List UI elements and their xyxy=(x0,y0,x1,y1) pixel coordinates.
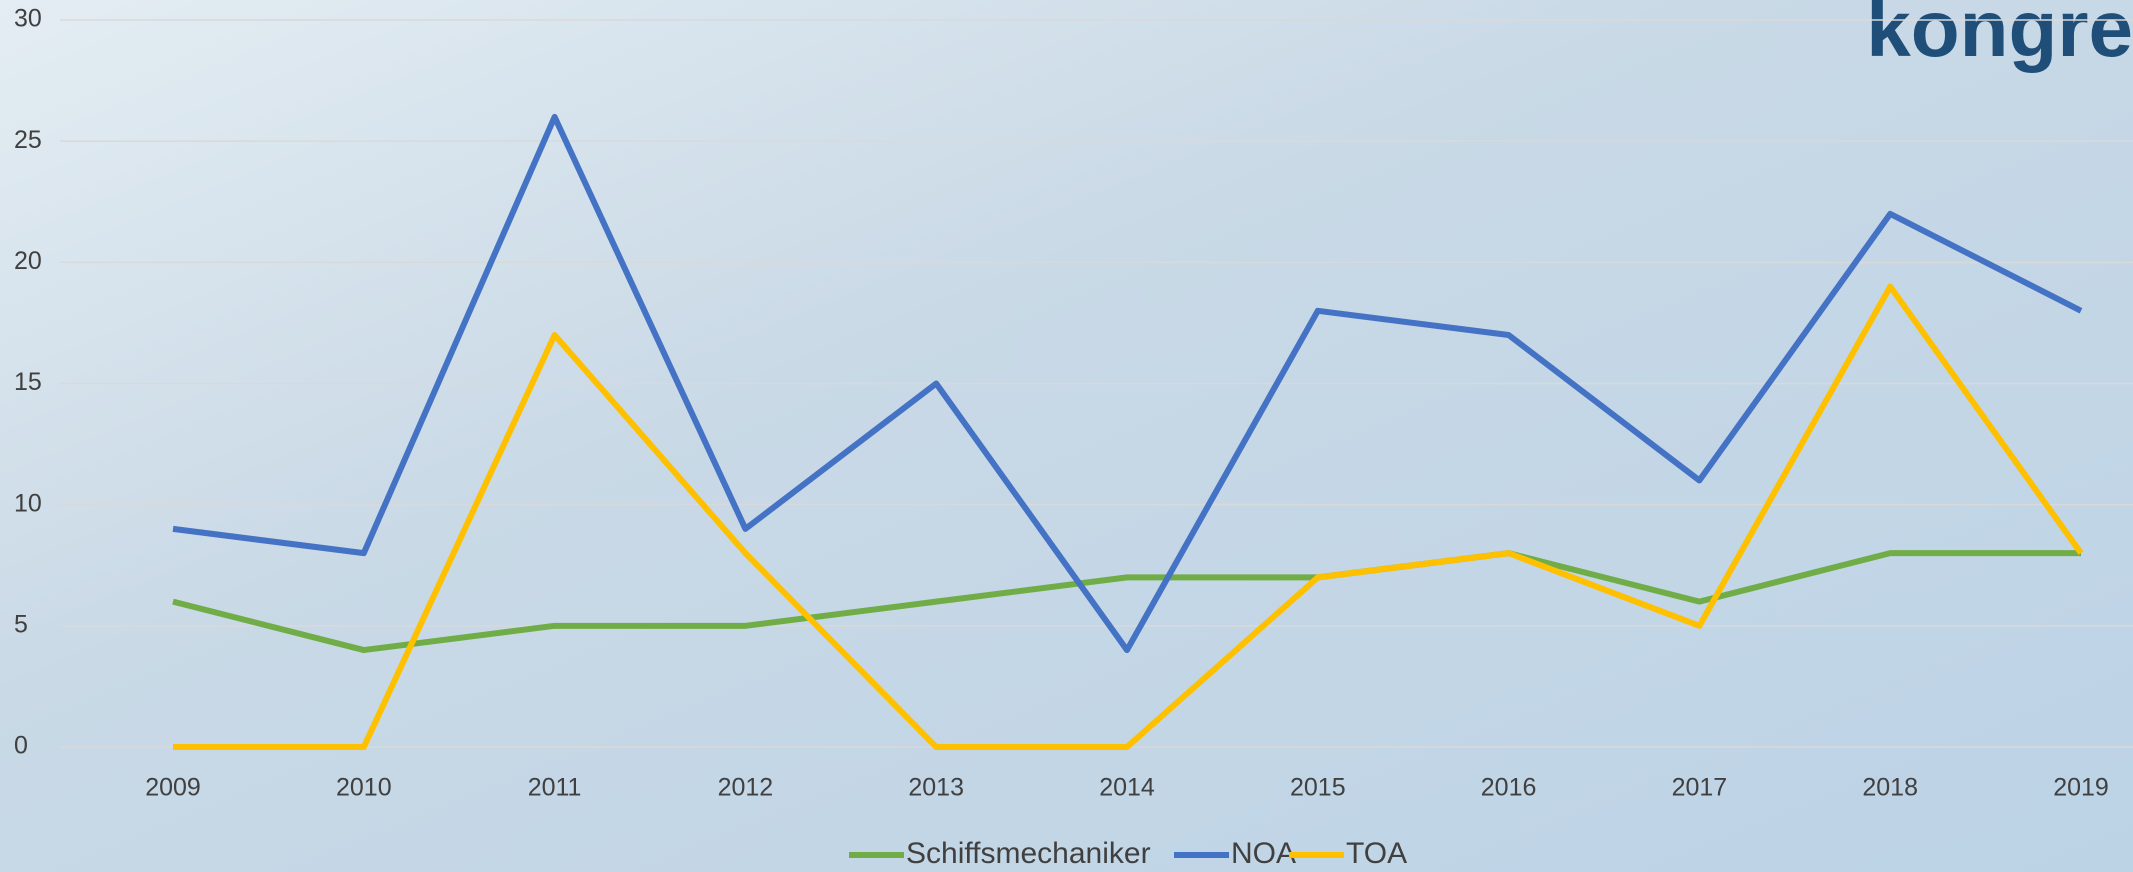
x-tick-label: 2018 xyxy=(1862,774,1918,802)
x-tick-label: 2011 xyxy=(528,774,582,802)
line-series xyxy=(173,283,2084,750)
x-tick-label: 2010 xyxy=(336,774,392,802)
logo: kongre xyxy=(1866,0,2133,73)
y-tick-label: 25 xyxy=(14,126,42,154)
y-tick-label: 5 xyxy=(14,610,28,638)
y-tick-label: 10 xyxy=(14,489,42,517)
y-tick-label: 15 xyxy=(14,368,42,396)
line-series xyxy=(172,550,2081,654)
y-tick-label: 0 xyxy=(14,732,28,760)
y-tick-label: 20 xyxy=(14,247,42,275)
y-tick-label: 30 xyxy=(14,5,42,33)
x-tick-label: 2015 xyxy=(1290,774,1346,802)
x-tick-label: 2013 xyxy=(908,774,964,802)
x-tick-label: 2019 xyxy=(2053,774,2109,802)
x-tick-label: 2016 xyxy=(1481,774,1537,802)
legend-label: TOA xyxy=(1346,837,1407,870)
legend-label: Schiffsmechaniker xyxy=(906,837,1151,870)
x-tick-label: 2012 xyxy=(718,774,774,802)
legend-label: NOA xyxy=(1231,837,1296,870)
x-tick-label: 2009 xyxy=(145,774,201,802)
x-tick-label: 2014 xyxy=(1099,774,1155,802)
line-series xyxy=(172,113,2083,654)
x-tick-label: 2017 xyxy=(1672,774,1728,802)
